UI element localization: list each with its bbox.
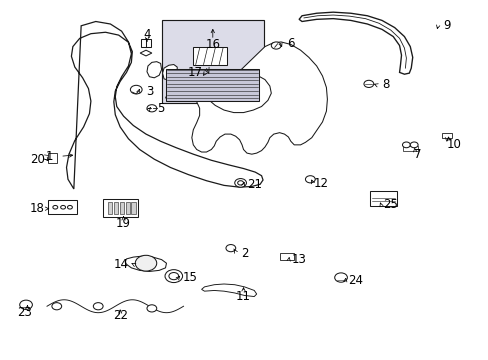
Circle shape <box>130 85 142 94</box>
Text: 25: 25 <box>383 198 397 211</box>
Circle shape <box>168 273 178 280</box>
Text: 7: 7 <box>413 148 421 161</box>
Polygon shape <box>162 64 177 80</box>
Circle shape <box>147 305 157 312</box>
Circle shape <box>93 303 103 310</box>
Text: 23: 23 <box>17 306 31 319</box>
Circle shape <box>305 176 315 183</box>
Circle shape <box>52 303 61 310</box>
Circle shape <box>53 206 58 209</box>
Bar <box>279 253 294 260</box>
Circle shape <box>135 255 157 271</box>
Text: 2: 2 <box>240 247 248 260</box>
Text: 11: 11 <box>236 290 250 303</box>
Bar <box>402 145 417 151</box>
Text: 15: 15 <box>182 271 197 284</box>
Text: 24: 24 <box>347 274 363 287</box>
Polygon shape <box>147 62 161 78</box>
Circle shape <box>334 273 346 282</box>
Bar <box>48 201 77 214</box>
Text: 21: 21 <box>246 178 261 191</box>
Text: 18: 18 <box>30 202 44 215</box>
Circle shape <box>67 206 72 209</box>
Text: 22: 22 <box>112 309 127 322</box>
Text: 5: 5 <box>157 103 164 116</box>
Text: 20: 20 <box>30 153 44 166</box>
Text: 16: 16 <box>205 38 220 51</box>
Text: 19: 19 <box>116 217 131 230</box>
Polygon shape <box>66 22 263 189</box>
Text: 9: 9 <box>442 19 449 32</box>
Text: 4: 4 <box>143 28 150 41</box>
Bar <box>125 202 130 215</box>
Circle shape <box>237 181 243 185</box>
Text: 1: 1 <box>45 150 53 163</box>
Bar <box>114 202 118 215</box>
Circle shape <box>363 80 373 87</box>
Circle shape <box>402 142 409 148</box>
Polygon shape <box>201 284 256 297</box>
Circle shape <box>271 42 281 49</box>
Text: 3: 3 <box>145 85 153 98</box>
Polygon shape <box>193 47 227 65</box>
Bar <box>131 202 136 215</box>
Bar <box>441 134 451 138</box>
Circle shape <box>409 142 417 148</box>
Text: 10: 10 <box>446 138 461 150</box>
Bar <box>108 202 112 215</box>
Circle shape <box>225 244 235 252</box>
Bar <box>120 202 124 215</box>
Bar <box>141 40 151 46</box>
Bar <box>48 153 57 163</box>
FancyBboxPatch shape <box>161 21 264 103</box>
Text: 6: 6 <box>286 37 294 50</box>
Text: 12: 12 <box>313 177 328 190</box>
Polygon shape <box>140 50 152 56</box>
Text: 8: 8 <box>382 78 389 91</box>
Text: 17: 17 <box>187 66 202 79</box>
Text: 14: 14 <box>114 258 129 271</box>
Bar <box>103 199 138 217</box>
Text: 13: 13 <box>291 253 306 266</box>
Circle shape <box>234 179 246 187</box>
Polygon shape <box>299 12 412 74</box>
Polygon shape <box>166 69 259 101</box>
Circle shape <box>147 105 157 112</box>
Circle shape <box>61 206 65 209</box>
Circle shape <box>20 300 32 310</box>
Polygon shape <box>125 256 166 271</box>
Circle shape <box>164 270 182 283</box>
Polygon shape <box>165 42 327 154</box>
Bar <box>369 191 396 206</box>
